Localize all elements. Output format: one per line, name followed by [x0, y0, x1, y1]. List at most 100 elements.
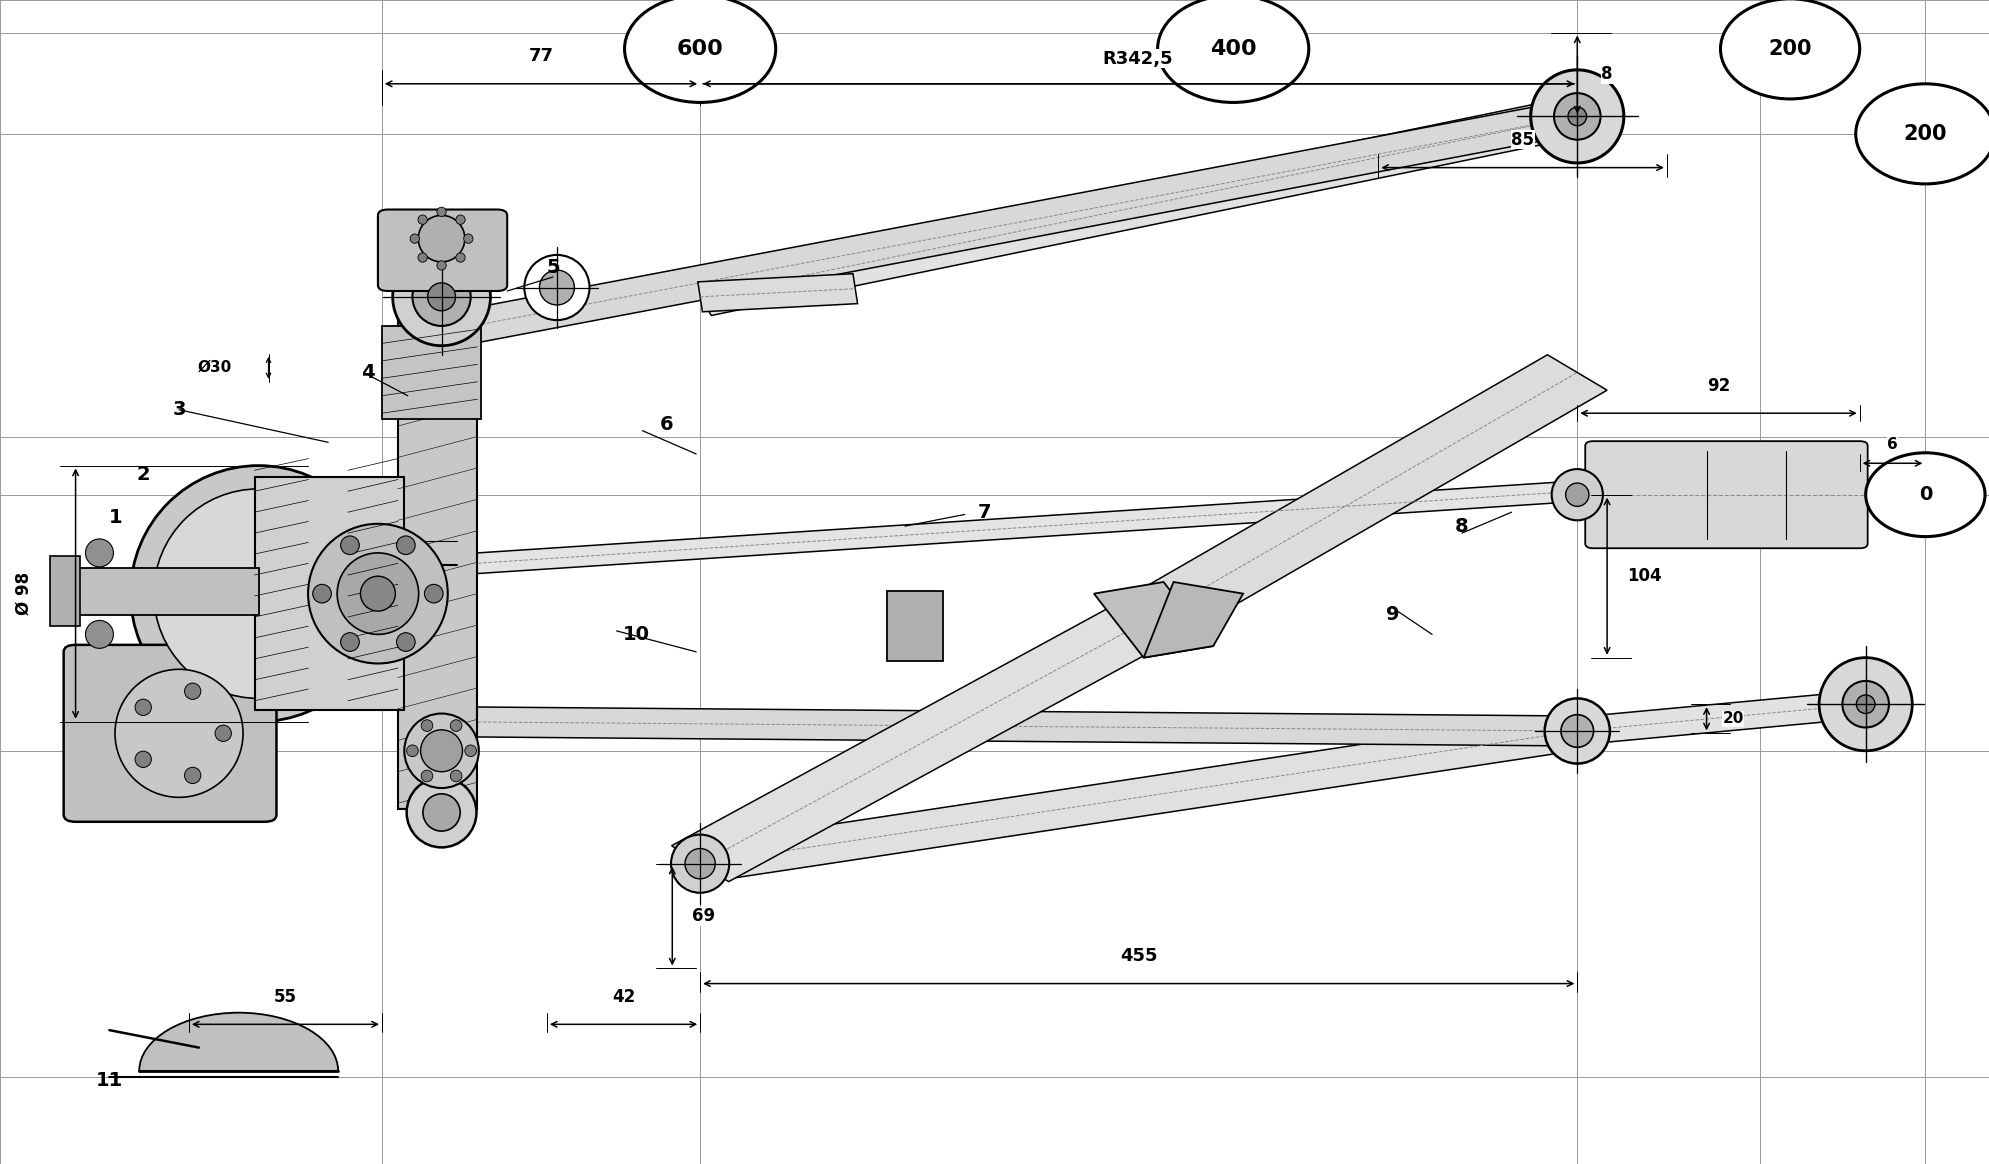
Ellipse shape — [392, 248, 491, 346]
Ellipse shape — [396, 535, 416, 554]
Ellipse shape — [1565, 483, 1589, 506]
Text: 9: 9 — [1386, 605, 1398, 624]
Ellipse shape — [153, 489, 364, 698]
Text: 104: 104 — [1627, 567, 1661, 585]
Polygon shape — [1124, 355, 1607, 634]
Ellipse shape — [420, 730, 463, 772]
Text: 4: 4 — [362, 363, 374, 382]
Ellipse shape — [404, 714, 479, 788]
Text: R342,5: R342,5 — [1102, 50, 1174, 68]
Bar — [50, 556, 80, 626]
Polygon shape — [1144, 582, 1243, 658]
Text: 6: 6 — [660, 416, 672, 434]
Ellipse shape — [670, 835, 730, 893]
Text: 200: 200 — [1903, 123, 1947, 144]
Ellipse shape — [1866, 453, 1985, 537]
Ellipse shape — [86, 620, 113, 648]
Ellipse shape — [1842, 681, 1890, 728]
Ellipse shape — [135, 751, 151, 767]
Text: 200: 200 — [1768, 38, 1812, 59]
Ellipse shape — [338, 553, 418, 634]
Ellipse shape — [1545, 698, 1609, 764]
Ellipse shape — [406, 778, 477, 847]
Ellipse shape — [86, 539, 113, 567]
Ellipse shape — [1567, 107, 1587, 126]
Polygon shape — [672, 599, 1181, 881]
Polygon shape — [455, 481, 1579, 575]
Ellipse shape — [1532, 70, 1623, 163]
Ellipse shape — [418, 253, 428, 262]
Text: 400: 400 — [1209, 38, 1257, 59]
Text: Ø30: Ø30 — [197, 360, 233, 374]
Text: Ø 98: Ø 98 — [14, 572, 34, 616]
Ellipse shape — [424, 794, 459, 831]
Ellipse shape — [410, 234, 420, 243]
Ellipse shape — [455, 215, 465, 225]
Text: 455: 455 — [1120, 947, 1158, 965]
Ellipse shape — [428, 283, 455, 311]
Ellipse shape — [539, 270, 575, 305]
Wedge shape — [139, 1013, 338, 1071]
Ellipse shape — [115, 669, 243, 797]
Ellipse shape — [1553, 93, 1601, 140]
Text: 3: 3 — [173, 400, 185, 419]
Ellipse shape — [360, 576, 396, 611]
Polygon shape — [692, 712, 1585, 882]
Text: 55: 55 — [274, 988, 296, 1006]
Ellipse shape — [1551, 469, 1603, 520]
Ellipse shape — [625, 0, 776, 102]
Ellipse shape — [422, 771, 434, 782]
Ellipse shape — [185, 767, 201, 783]
Ellipse shape — [412, 268, 471, 326]
Ellipse shape — [340, 535, 360, 554]
Ellipse shape — [1158, 0, 1309, 102]
Ellipse shape — [185, 683, 201, 700]
Ellipse shape — [1720, 0, 1860, 99]
Ellipse shape — [525, 255, 589, 320]
Bar — [398, 320, 477, 809]
Ellipse shape — [135, 700, 151, 716]
Ellipse shape — [422, 719, 434, 731]
Ellipse shape — [418, 215, 428, 225]
Bar — [382, 326, 481, 419]
Polygon shape — [1573, 690, 1870, 745]
Text: 2: 2 — [137, 466, 149, 484]
FancyBboxPatch shape — [1585, 441, 1868, 548]
Polygon shape — [688, 98, 1589, 315]
Text: 69: 69 — [692, 907, 716, 925]
Text: 8: 8 — [1601, 65, 1613, 84]
Ellipse shape — [465, 745, 477, 757]
Text: 0: 0 — [1919, 485, 1931, 504]
Text: 20: 20 — [1722, 711, 1744, 726]
FancyBboxPatch shape — [64, 645, 276, 822]
Ellipse shape — [131, 466, 386, 722]
Bar — [887, 591, 943, 661]
Ellipse shape — [463, 234, 473, 243]
Ellipse shape — [438, 261, 446, 270]
Bar — [70, 568, 259, 615]
Text: 11: 11 — [95, 1071, 123, 1090]
Polygon shape — [1094, 582, 1213, 658]
Ellipse shape — [308, 524, 448, 663]
Ellipse shape — [1856, 84, 1989, 184]
Polygon shape — [698, 274, 857, 312]
Ellipse shape — [450, 771, 461, 782]
Text: 5: 5 — [547, 258, 559, 277]
Text: 1: 1 — [109, 509, 121, 527]
Polygon shape — [434, 100, 1585, 348]
Ellipse shape — [1856, 695, 1876, 714]
Text: 6: 6 — [1888, 436, 1898, 452]
Ellipse shape — [418, 215, 465, 262]
Ellipse shape — [424, 584, 444, 603]
Polygon shape — [442, 707, 1577, 746]
FancyBboxPatch shape — [378, 210, 507, 291]
Ellipse shape — [450, 719, 461, 731]
Ellipse shape — [215, 725, 231, 741]
Ellipse shape — [396, 633, 416, 652]
Ellipse shape — [406, 745, 418, 757]
Bar — [255, 477, 404, 710]
Text: 85: 85 — [1512, 132, 1534, 149]
Ellipse shape — [312, 584, 332, 603]
Ellipse shape — [455, 253, 465, 262]
Text: 7: 7 — [979, 503, 991, 521]
